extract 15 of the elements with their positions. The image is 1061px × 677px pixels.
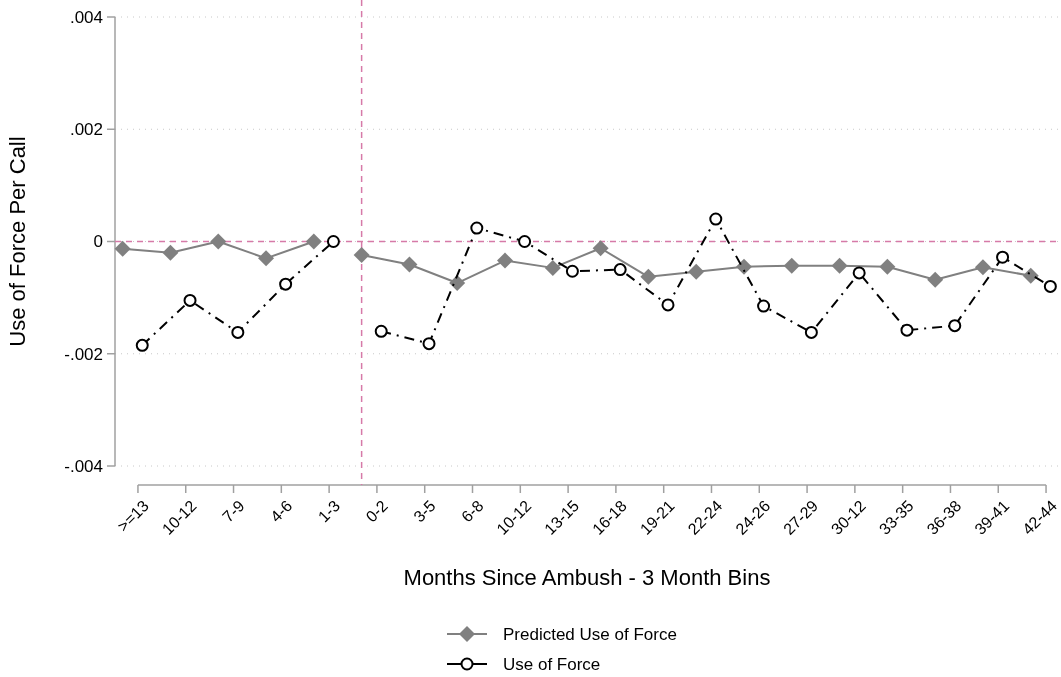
x-tick-label: 3-5 xyxy=(410,496,439,526)
y-tick-label: -.002 xyxy=(64,344,103,364)
legend-label: Use of Force xyxy=(503,654,601,674)
x-tick-label: 1-3 xyxy=(314,496,344,526)
x-tick-label: 0-2 xyxy=(362,496,392,526)
y-tick-label: .002 xyxy=(69,120,103,140)
x-tick-label: 4-6 xyxy=(267,496,296,526)
y-tick-label: -.004 xyxy=(64,456,103,476)
legend-label: Predicted Use of Force xyxy=(503,624,677,644)
x-axis-title: Months Since Ambush - 3 Month Bins xyxy=(403,565,771,590)
y-axis-title: Use of Force Per Call xyxy=(5,136,30,347)
y-tick-label: .004 xyxy=(69,7,103,27)
y-tick-label: 0 xyxy=(93,232,103,252)
x-tick-label: 6-8 xyxy=(458,496,487,526)
x-tick-label: 7-9 xyxy=(219,496,248,526)
